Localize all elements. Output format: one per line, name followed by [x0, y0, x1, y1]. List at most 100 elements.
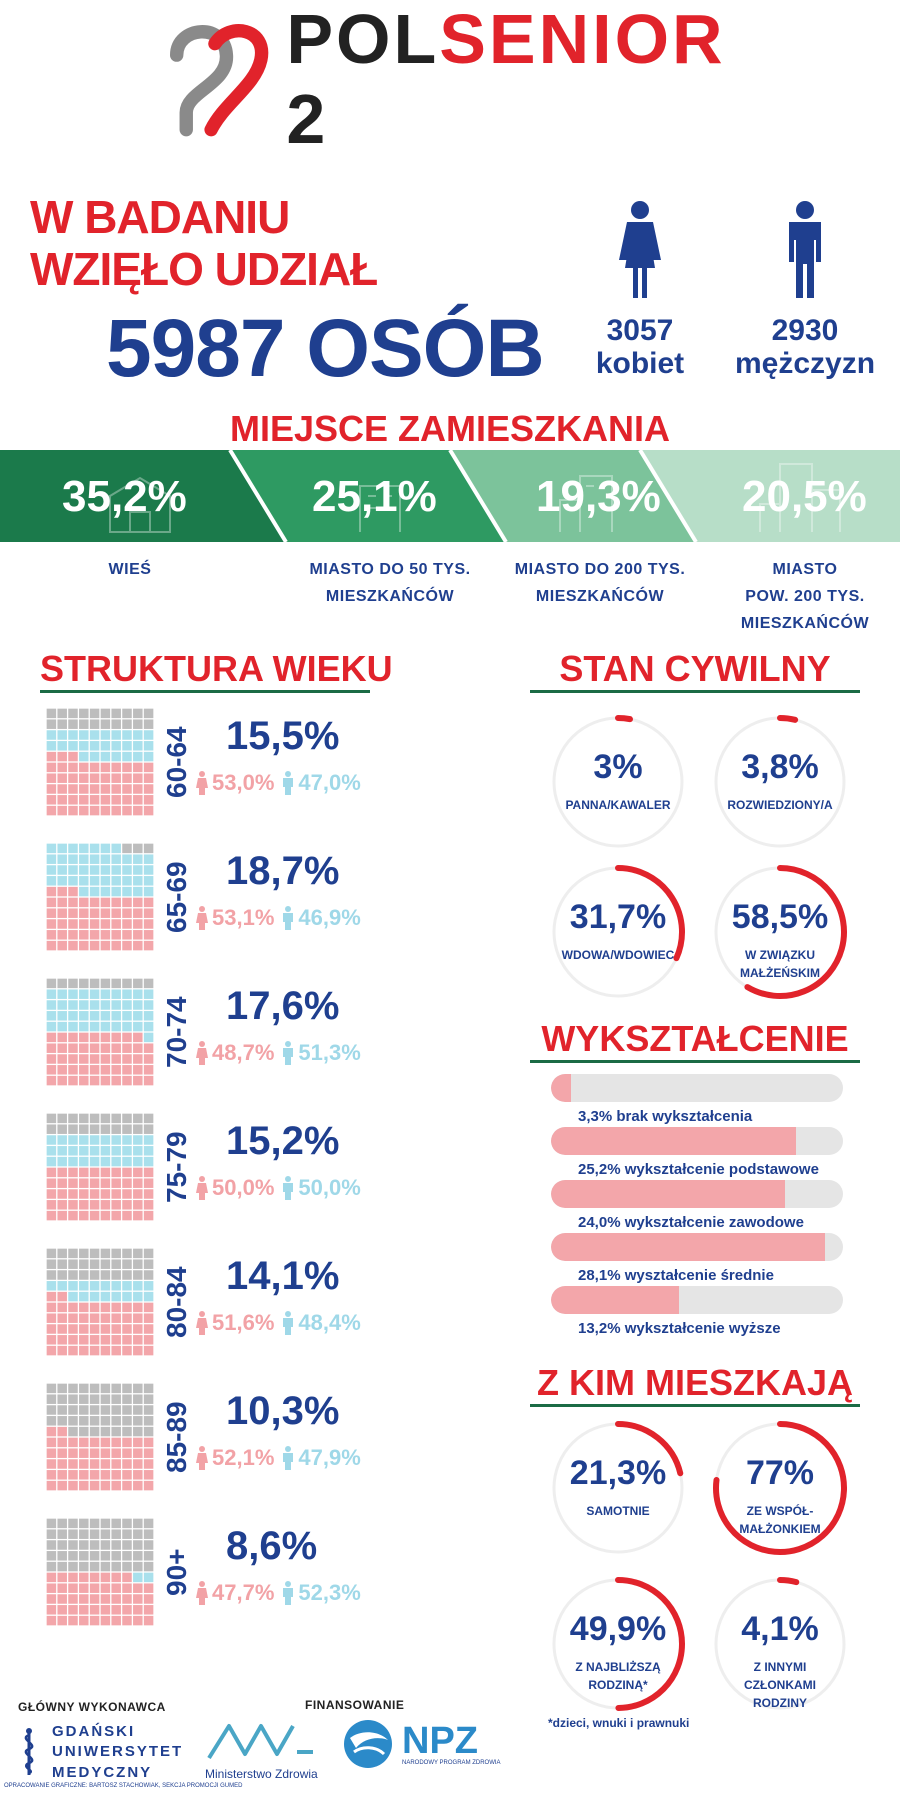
age-grid-cell	[79, 1345, 89, 1356]
age-grid-cell	[68, 719, 78, 729]
residence-segment-village	[0, 450, 286, 542]
age-title: STRUKTURA WIEKU	[40, 648, 393, 689]
age-grid-cell	[111, 1281, 121, 1291]
age-grid-cell	[133, 1291, 143, 1302]
age-grid-cell	[100, 708, 111, 719]
age-grid-cell	[122, 1259, 132, 1269]
age-grid-cell	[68, 1032, 78, 1043]
age-grid-cell	[68, 1583, 78, 1593]
living-3-label: Z INNYMI CZŁONKAMI RODZINY	[744, 1660, 816, 1710]
age-grid-cell	[89, 1529, 100, 1539]
age-grid-cell	[111, 1259, 121, 1269]
age-grid-cell	[133, 784, 143, 794]
age-grid-cell	[133, 897, 143, 908]
age-grid-cell	[133, 1405, 143, 1415]
age-grid-cell	[111, 795, 121, 805]
age-grid-cell	[68, 708, 78, 719]
age-grid-cell	[79, 1583, 89, 1593]
education-bar-label: 3,3% brak wykształcenia	[578, 1108, 753, 1125]
age-grid-cell	[122, 1156, 132, 1167]
age-grid-cell	[46, 719, 57, 729]
age-grid-cell	[68, 865, 78, 875]
age-grid-cell	[89, 1383, 100, 1394]
age-grid-cell	[100, 1011, 111, 1021]
age-grid-cell	[68, 1572, 78, 1583]
age-grid-cell	[143, 1189, 154, 1199]
age-grid-cell	[143, 1572, 154, 1583]
age-grid-cell	[122, 708, 132, 719]
age-grid-cell	[89, 1281, 100, 1291]
age-grid-cell	[79, 1259, 89, 1269]
age-grid-cell	[68, 940, 78, 951]
age-grid-cell	[111, 897, 121, 908]
age-grid-cell	[122, 1394, 132, 1404]
female-share: 52,1%	[212, 1445, 275, 1470]
age-grid-cell	[111, 1615, 121, 1626]
age-grid-cell	[68, 1021, 78, 1032]
female-share: 53,0%	[212, 770, 275, 795]
age-grid-cell	[46, 805, 57, 816]
age-grid-cell	[122, 1345, 132, 1356]
age-grid-cell	[100, 1572, 111, 1583]
age-grid-cell	[79, 1270, 89, 1280]
age-grid-cell	[122, 1437, 132, 1448]
age-grid-cell	[122, 1324, 132, 1334]
age-grid-cell	[57, 1281, 67, 1291]
age-grid-cell	[111, 1000, 121, 1010]
age-grid-cell	[133, 908, 143, 918]
age-grid-cell	[133, 1135, 143, 1145]
education-bar-track	[551, 1233, 843, 1261]
age-grid-cell	[79, 1561, 89, 1572]
age-grid-cell	[68, 1313, 78, 1323]
age-grid-cell	[111, 1480, 121, 1491]
education-title-underline	[530, 1060, 860, 1063]
age-grid-cell	[68, 930, 78, 940]
age-grid-cell	[89, 741, 100, 751]
age-grid-cell	[122, 1383, 132, 1394]
age-grid-cell	[57, 1529, 67, 1539]
male-share: 52,3%	[298, 1580, 361, 1605]
age-grid-cell	[122, 762, 132, 773]
age-grid-cell	[89, 1551, 100, 1561]
age-grid-cell	[68, 1210, 78, 1221]
age-grid-cell	[57, 1065, 67, 1075]
age-grid-cell	[100, 1302, 111, 1313]
age-grid-cell	[143, 978, 154, 989]
age-grid-cell	[79, 1011, 89, 1021]
age-grid-cell	[79, 708, 89, 719]
age-grid-cell	[133, 1259, 143, 1269]
age-grid-cell	[122, 1000, 132, 1010]
age-grid-cell	[68, 1281, 78, 1291]
residence-segment-city-large	[640, 450, 900, 542]
age-grid-cell	[79, 773, 89, 783]
age-grid-cell	[122, 1561, 132, 1572]
building-icon	[359, 485, 401, 532]
age-grid-cell	[100, 1032, 111, 1043]
age-grid-cell	[122, 1011, 132, 1021]
female-share: 50,0%	[212, 1175, 275, 1200]
age-grid-cell	[46, 1210, 57, 1221]
age-grid-cell	[79, 1529, 89, 1539]
ministry-name: Ministerstwo Zdrowia	[205, 1767, 318, 1781]
living-0-value: 21,3%	[569, 1454, 667, 1492]
age-grid-cell	[100, 1551, 111, 1561]
male-share: 46,9%	[298, 905, 361, 930]
age-grid-cell	[57, 751, 67, 762]
age-grid-cell	[46, 865, 57, 875]
age-grid-cell	[133, 1011, 143, 1021]
age-grid-cell	[143, 1605, 154, 1615]
age-grid-cell	[100, 1210, 111, 1221]
age-grid-cell	[100, 1426, 111, 1437]
age-grid-cell	[122, 1416, 132, 1426]
age-grid-cell	[89, 865, 100, 875]
age-grid-cell	[100, 940, 111, 951]
age-grid-cell	[122, 1065, 132, 1075]
age-grid-cell	[111, 1189, 121, 1199]
age-grid-cell	[57, 1189, 67, 1199]
male-icon	[283, 1581, 294, 1605]
age-grid-cell	[111, 708, 121, 719]
age-grid-cell	[143, 762, 154, 773]
age-grid-cell	[46, 978, 57, 989]
age-grid-cell	[46, 1259, 57, 1269]
age-grid-cell	[111, 719, 121, 729]
